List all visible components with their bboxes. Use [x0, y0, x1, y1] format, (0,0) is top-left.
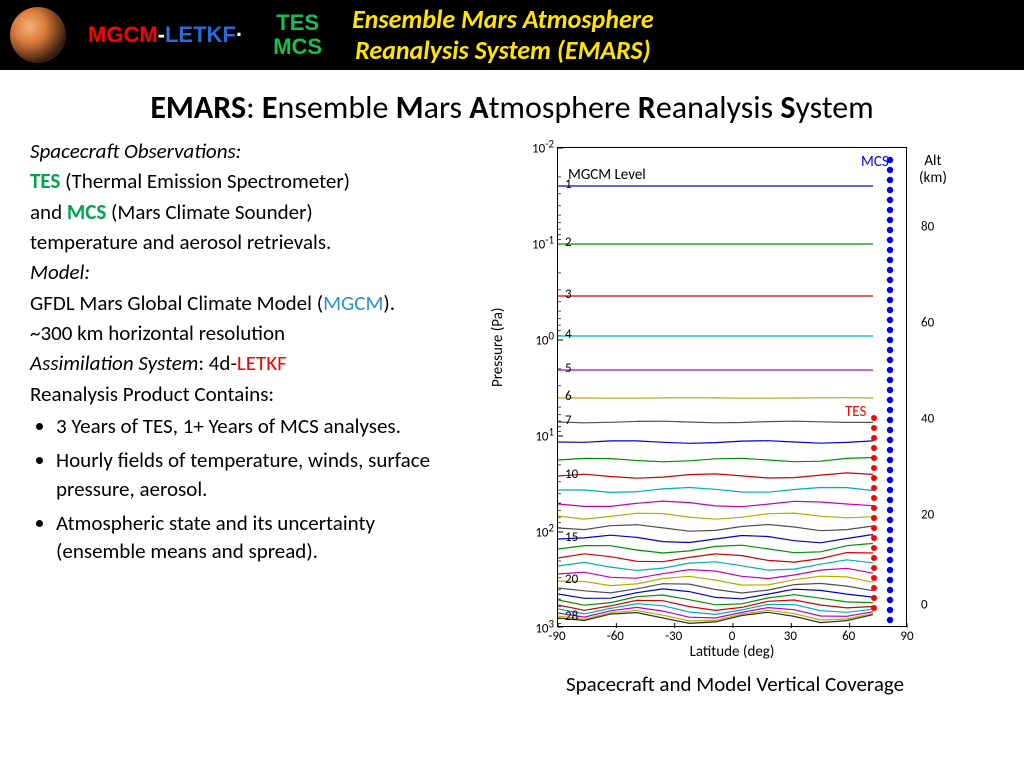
assim-head: Assimilation System: [30, 350, 198, 376]
text-column: Spacecraft Observations: TES (Thermal Em…: [0, 137, 475, 697]
y-tick-label: 103: [535, 617, 554, 636]
level-number-label: 5: [565, 361, 572, 376]
x-tick-label: -60: [607, 629, 624, 644]
mgcm-label: MGCM: [323, 290, 383, 316]
mars-icon: [8, 5, 68, 65]
level-number-label: 3: [565, 287, 572, 302]
alt-tick-label: 80: [921, 220, 934, 235]
bullet-list: 3 Years of TES, 1+ Years of MCS analyses…: [30, 412, 467, 566]
page-title: EMARS: Ensemble Mars Atmosphere Reanalys…: [0, 88, 1024, 127]
content-row: Spacecraft Observations: TES (Thermal Em…: [0, 137, 1024, 697]
list-item: 3 Years of TES, 1+ Years of MCS analyses…: [56, 412, 467, 440]
alt-tick-label: 20: [921, 508, 934, 523]
level-number-label: 28: [565, 609, 578, 624]
level-number-label: 10: [565, 467, 578, 482]
tes-label: TES: [30, 168, 60, 194]
x-axis-label: Latitude (deg): [557, 643, 907, 661]
chart-frame: Pressure (Pa) Latitude (deg) MGCM Level …: [485, 137, 960, 667]
y-tick-label: 100: [535, 329, 554, 348]
alt-tick-label: 60: [921, 316, 934, 331]
chart-caption: Spacecraft and Model Vertical Coverage: [475, 671, 995, 697]
header-banner: MGCM-LETKF· TES MCS Ensemble Mars Atmosp…: [0, 0, 1024, 70]
prod-head: Reanalysis Product Contains:: [30, 380, 467, 408]
y-tick-label: 10-1: [532, 233, 554, 252]
mcs-label: MCS: [67, 199, 106, 225]
banner-mcs: MCS: [273, 35, 322, 59]
x-tick-label: -30: [665, 629, 682, 644]
mcs-column-label: MCS: [861, 153, 889, 171]
level-number-label: 20: [565, 572, 578, 587]
x-tick-label: 0: [729, 629, 736, 644]
model-head: Model:: [30, 258, 467, 286]
instruments-block: TES MCS: [273, 11, 322, 59]
mgcm-level-label: MGCM Level: [568, 166, 646, 184]
plot-area: MGCM Level: [557, 147, 907, 627]
x-tick-label: 60: [842, 629, 855, 644]
mgcm-letkf-logo: MGCM-LETKF·: [88, 22, 243, 48]
alt-axis-label: Alt(km): [919, 153, 947, 186]
logo-letkf: LETKF: [165, 22, 236, 47]
level-number-label: 1: [565, 177, 572, 192]
level-number-label: 2: [565, 235, 572, 250]
banner-title: Ensemble Mars Atmosphere Reanalysis Syst…: [352, 4, 654, 66]
chart-column: Pressure (Pa) Latitude (deg) MGCM Level …: [475, 137, 995, 697]
x-tick-label: 90: [900, 629, 913, 644]
logo-dash: -: [158, 22, 165, 47]
y-axis-label: Pressure (Pa): [489, 308, 507, 387]
x-tick-label: 30: [784, 629, 797, 644]
tes-column-label: TES: [845, 403, 866, 421]
alt-tick-label: 40: [921, 412, 934, 427]
letkf-label: LETKF: [237, 350, 287, 376]
level-number-label: 7: [565, 413, 572, 428]
level-number-label: 6: [565, 389, 572, 404]
level-number-label: 4: [565, 327, 572, 342]
model-res: ~300 km horizontal resolution: [30, 319, 467, 347]
y-tick-label: 102: [535, 521, 554, 540]
logo-mgcm: MGCM: [88, 22, 158, 47]
list-item: Hourly fields of temperature, winds, sur…: [56, 446, 467, 503]
obs-line3: temperature and aerosol retrievals.: [30, 228, 467, 256]
list-item: Atmospheric state and its uncertainty (e…: [56, 509, 467, 566]
alt-tick-label: 0: [921, 598, 928, 613]
y-tick-label: 101: [535, 425, 554, 444]
obs-head: Spacecraft Observations:: [30, 137, 467, 165]
banner-tes: TES: [273, 11, 322, 35]
level-number-label: 15: [565, 530, 578, 545]
y-tick-label: 10-2: [532, 137, 554, 156]
